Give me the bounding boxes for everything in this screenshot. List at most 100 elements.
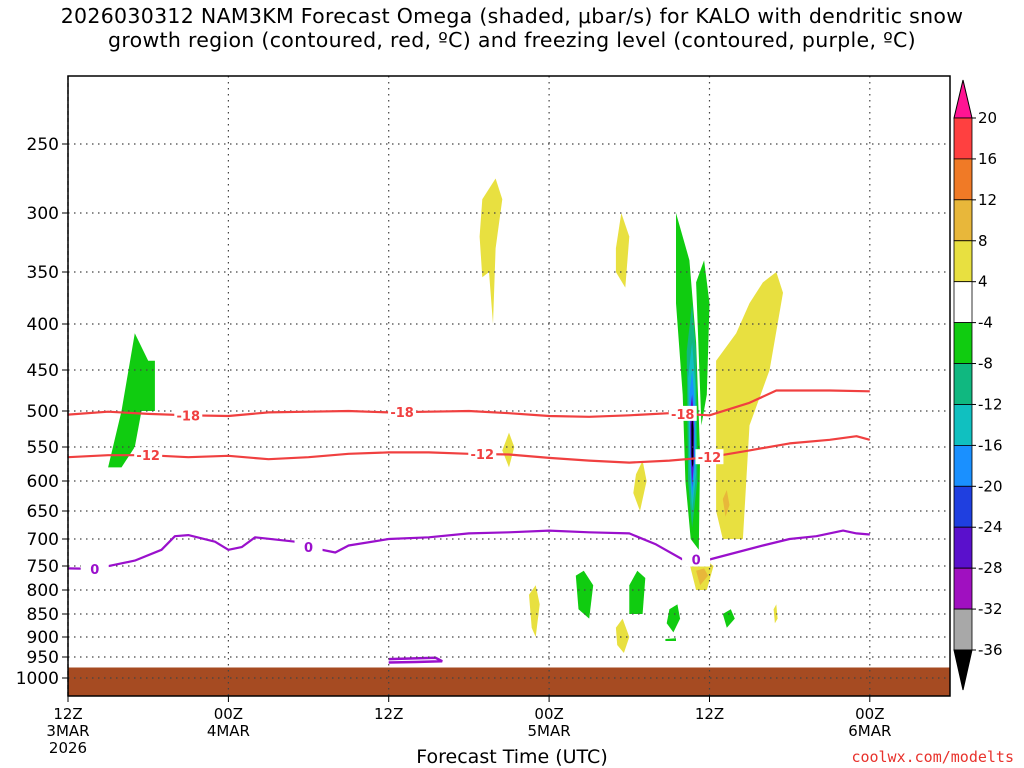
ground-fill (68, 667, 950, 696)
plot-frame (67, 75, 951, 697)
contour-label: -12 (471, 448, 495, 463)
contour-label-bg (695, 449, 724, 465)
contour-label: -12 (698, 451, 722, 466)
omega-region (722, 490, 730, 517)
omega-region (716, 272, 783, 539)
chart-title: 2026030312 NAM3KM Forecast Omega (shaded… (0, 4, 1024, 52)
contour-label-bg (294, 539, 323, 555)
omega-region (629, 570, 646, 614)
surface-contour (388, 656, 443, 664)
y-tick-label: 400 (27, 315, 59, 335)
contour-label-bg (174, 407, 203, 423)
colorbar-bin (953, 444, 973, 487)
y-tick-label: 350 (27, 263, 59, 283)
contour-label-bg (80, 560, 109, 576)
x-tick-label: 2026 (49, 739, 87, 757)
colorbar-bin (953, 608, 973, 651)
x-tick-label: 00Z (214, 705, 243, 723)
contour-label: -18 (671, 408, 695, 423)
omega-region (502, 432, 515, 468)
y-tick-label: 650 (27, 502, 59, 522)
y-tick-label: 700 (27, 530, 59, 550)
y-tick-label: 500 (27, 402, 59, 422)
omega-region (108, 333, 155, 468)
contour-label-bg (468, 446, 497, 462)
omega-region (691, 414, 694, 468)
colorbar-bin (953, 322, 973, 364)
colorbar-label: -36 (978, 641, 1003, 659)
colorbar-label: 20 (978, 109, 997, 127)
x-axis-title: Forecast Time (UTC) (416, 746, 608, 768)
chart-title-line2: growth region (contoured, red, ºC) and f… (108, 28, 916, 52)
y-tick-label: 450 (27, 361, 59, 381)
x-tick-label: 3MAR (46, 722, 89, 740)
omega-region (773, 604, 778, 624)
omega-region (696, 260, 710, 426)
contour-label: -12 (136, 449, 160, 464)
y-tick-label: 600 (27, 472, 59, 492)
grid-lines (67, 76, 950, 696)
contour-lines: -18 -18 -18 -12 -12 -12 0 0 0 (67, 389, 871, 578)
colorbar-bin (953, 240, 973, 283)
colorbar-label: -24 (978, 518, 1003, 536)
omega-regions (108, 178, 783, 653)
colorbar-label: 8 (978, 232, 988, 250)
omega-region (666, 604, 681, 633)
colorbar-label: 12 (978, 191, 997, 209)
colorbar-label: -28 (978, 559, 1003, 577)
ground-layer (68, 656, 950, 696)
contour-label: -18 (177, 409, 201, 424)
y-tick-label: 550 (27, 438, 59, 458)
colorbar-label: 4 (978, 273, 988, 291)
contour-label-bg (388, 404, 417, 420)
omega-region (529, 585, 540, 637)
x-tick-label: 4MAR (207, 722, 250, 740)
y-tick-label: 1000 (16, 669, 59, 689)
y-tick-label: 950 (27, 648, 59, 668)
y-tick-label: 850 (27, 605, 59, 625)
colorbar-label: -16 (978, 436, 1003, 454)
omega-region (615, 213, 630, 288)
contour-label-bg (668, 405, 697, 421)
y-tick-label: 800 (27, 581, 59, 601)
colorbar-bin (953, 363, 973, 405)
colorbar-label: -4 (978, 314, 993, 332)
x-tick-label: 00Z (855, 705, 884, 723)
contour-label: 0 (692, 554, 701, 569)
colorbar-label: -8 (978, 355, 993, 373)
colorbar: 20 16 12 8 4 -4 -8 -12 -16 -20 -24 -28 -32 -36 (953, 79, 1003, 691)
omega-region (696, 568, 709, 586)
x-tick-label: 00Z (534, 705, 563, 723)
colorbar-label: 16 (978, 150, 997, 168)
colorbar-bin (953, 281, 973, 324)
colorbar-label: -20 (978, 477, 1003, 495)
colorbar-top-triangle (953, 79, 973, 119)
colorbar-bin (953, 404, 973, 446)
contour-label-bg (134, 447, 163, 463)
chart-title-line1: 2026030312 NAM3KM Forecast Omega (shaded… (60, 4, 964, 28)
contour-freezing-level (67, 529, 870, 570)
colorbar-bin (953, 117, 973, 160)
contour-label: 0 (90, 563, 99, 578)
colorbar-bin (953, 485, 973, 528)
x-tick-label: 12Z (374, 705, 403, 723)
contour-label-bg (682, 551, 711, 567)
colorbar-bin (953, 199, 973, 242)
omega-region (479, 178, 503, 324)
colorbar-label: -32 (978, 600, 1003, 618)
y-tick-label: 250 (27, 135, 59, 155)
colorbar-label: -12 (978, 395, 1003, 413)
y-tick-label: 750 (27, 557, 59, 577)
contour-label: 0 (304, 541, 313, 556)
colorbar-bottom-triangle (953, 649, 973, 691)
omega-region (575, 570, 594, 619)
omega-region (615, 618, 630, 653)
y-tick-label: 300 (27, 204, 59, 224)
x-tick-label: 6MAR (848, 722, 891, 740)
colorbar-bin (953, 526, 973, 569)
omega-region (633, 460, 647, 511)
colorbar-bin (953, 158, 973, 201)
y-tick-label: 900 (27, 628, 59, 648)
x-tick-label: 5MAR (528, 722, 571, 740)
